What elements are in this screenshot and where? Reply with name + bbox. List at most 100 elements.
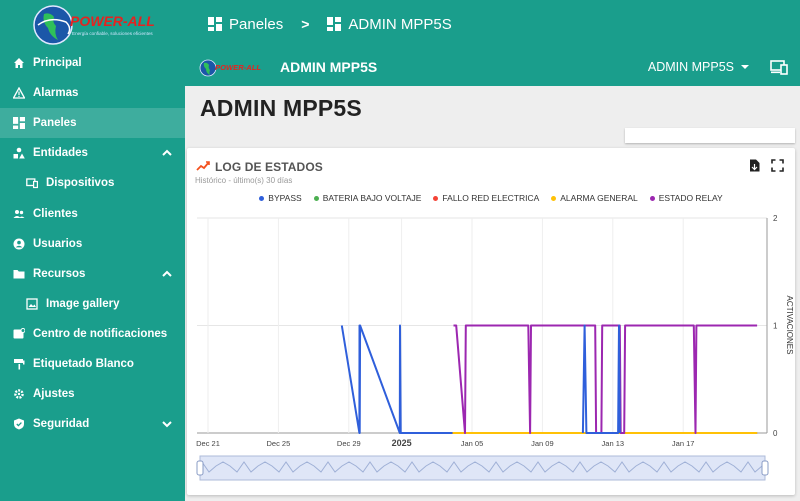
- page-title: ADMIN MPP5S: [200, 95, 362, 121]
- zoom-slider-track: [199, 455, 766, 481]
- widget-title: LOG DE ESTADOS: [215, 160, 323, 174]
- legend-dot: [649, 195, 655, 201]
- sidebar-item-recursos[interactable]: Recursos: [0, 259, 185, 289]
- sidebar-item-ajustes[interactable]: Ajustes: [0, 379, 185, 409]
- zoom-handle-right: [761, 460, 769, 476]
- breadcrumb-item-current: ADMIN MPP5S: [327, 15, 452, 33]
- dashboard-toolbar: POWER-ALL ADMIN MPP5S ADMIN MPP5S: [185, 48, 800, 86]
- x-tick-label: Jan 17: [672, 439, 695, 448]
- breadcrumb-label: Paneles: [229, 15, 284, 33]
- x-tick-label: Jan 05: [461, 439, 484, 448]
- chart-canvas: 0 1 2 ACTIVACIONES Dec 21 Dec 25 Dec 29 2025 Jan…: [196, 214, 794, 481]
- breadcrumb-item-paneles[interactable]: Paneles: [208, 16, 283, 33]
- dashboard-icon: [327, 17, 342, 31]
- sidebar-item-label: Paneles: [33, 117, 77, 130]
- dashboard-state-value: ADMIN MPP5S: [647, 60, 734, 74]
- series-line-bypass: [340, 324, 454, 434]
- caret-down-icon: [741, 65, 749, 69]
- dashboard-title: ADMIN MPP5S: [280, 59, 378, 75]
- devices-icon: [25, 177, 38, 190]
- home-icon: [12, 57, 25, 70]
- breadcrumb-label: ADMIN MPP5S: [348, 15, 452, 33]
- export-file-icon[interactable]: [748, 159, 761, 172]
- format-paint-icon: [12, 357, 25, 370]
- sidebar-item-seguridad[interactable]: Seguridad: [0, 409, 185, 439]
- entities-icon: [12, 147, 25, 160]
- sidebar-item-label: Image gallery: [46, 297, 120, 310]
- chart-legend: BYPASS BATERIA BAJO VOLTAJE FALLO RED ELEC…: [187, 193, 795, 203]
- breadcrumb: Paneles > ADMIN MPP5S: [208, 0, 452, 48]
- series-line-estado-relay: [453, 324, 758, 434]
- sidebar-item-label: Centro de notificaciones: [33, 327, 168, 340]
- sidebar-item-label: Alarmas: [33, 87, 79, 100]
- sidebar-item-label: Etiquetado Blanco: [33, 357, 134, 370]
- image-icon: [25, 297, 38, 310]
- x-tick-label: Dec 29: [337, 439, 361, 448]
- y-axis-label: ACTIVACIONES: [785, 296, 794, 355]
- sidebar-item-label: Clientes: [33, 207, 78, 220]
- customers-icon: [12, 207, 25, 220]
- sidebar-item-etiquetado-blanco[interactable]: Etiquetado Blanco: [0, 349, 185, 379]
- trending-up-icon: [196, 161, 210, 171]
- devices-icon[interactable]: [770, 59, 788, 75]
- sidebar-item-label: Seguridad: [33, 418, 90, 431]
- top-header: POWER-ALL Energía confiable, soluciones …: [0, 0, 800, 48]
- sidebar-item-label: Dispositivos: [46, 177, 115, 190]
- svg-text:Energía confiable, soluciones: Energía confiable, soluciones eficientes: [72, 31, 153, 36]
- warning-icon: [12, 87, 25, 100]
- zoom-slider-preview: [201, 461, 763, 473]
- sidebar-item-dispositivos[interactable]: Dispositivos: [0, 168, 185, 198]
- legend-label: FALLO RED ELECTRICA: [442, 193, 540, 203]
- legend-item[interactable]: ESTADO RELAY: [649, 193, 723, 203]
- svg-text:POWER-ALL: POWER-ALL: [215, 63, 261, 72]
- breadcrumb-separator: >: [301, 16, 310, 32]
- legend-item[interactable]: FALLO RED ELECTRICA: [433, 193, 539, 203]
- sidebar-item-centro-notificaciones[interactable]: Centro de notificaciones: [0, 319, 185, 349]
- chevron-down-icon[interactable]: [161, 418, 173, 430]
- widget-card-partial: [625, 128, 795, 143]
- shield-icon: [12, 418, 25, 431]
- sidebar-item-principal[interactable]: Principal: [0, 48, 185, 78]
- legend-label: BATERIA BAJO VOLTAJE: [322, 193, 422, 203]
- sidebar-item-image-gallery[interactable]: Image gallery: [0, 289, 185, 319]
- folder-icon: [12, 267, 25, 280]
- legend-item[interactable]: BATERIA BAJO VOLTAJE: [313, 193, 422, 203]
- power-all-logo: POWER-ALL: [199, 59, 261, 77]
- x-tick-label: Dec 21: [196, 439, 220, 448]
- legend-label: BYPASS: [268, 193, 302, 203]
- zoom-slider[interactable]: [196, 455, 769, 481]
- sidebar-item-label: Entidades: [33, 147, 88, 160]
- sidebar-item-clientes[interactable]: Clientes: [0, 198, 185, 228]
- dashboard-state-select[interactable]: ADMIN MPP5S: [648, 48, 750, 86]
- chevron-up-icon[interactable]: [161, 268, 173, 280]
- svg-text:POWER-ALL: POWER-ALL: [70, 13, 155, 29]
- notification-icon: [12, 327, 25, 340]
- legend-item[interactable]: BYPASS: [259, 193, 302, 203]
- sidebar-item-usuarios[interactable]: Usuarios: [0, 229, 185, 259]
- sidebar-item-label: Ajustes: [33, 388, 75, 401]
- x-tick-label: 2025: [392, 438, 412, 448]
- sidebar: Principal Alarmas Paneles Entidades Disp…: [0, 48, 185, 501]
- sidebar-item-label: Recursos: [33, 267, 86, 280]
- chevron-up-icon[interactable]: [161, 147, 173, 159]
- gear-icon: [12, 388, 25, 401]
- series-line-bypass-late: [581, 324, 621, 434]
- x-tick-label: Dec 25: [267, 439, 291, 448]
- legend-item[interactable]: ALARMA GENERAL: [551, 193, 638, 203]
- sidebar-item-entidades[interactable]: Entidades: [0, 138, 185, 168]
- legend-dot: [433, 195, 439, 201]
- y-tick-label: 0: [773, 429, 778, 438]
- legend-label: ESTADO RELAY: [658, 193, 723, 203]
- dashboard-icon: [208, 17, 222, 31]
- x-tick-label: Jan 13: [602, 439, 625, 448]
- x-tick-label: Jan 09: [531, 439, 554, 448]
- sidebar-item-paneles[interactable]: Paneles: [0, 108, 185, 139]
- dashboard-icon: [12, 117, 25, 130]
- sidebar-item-alarmas[interactable]: Alarmas: [0, 78, 185, 108]
- legend-dot: [313, 195, 319, 201]
- sidebar-item-label: Principal: [33, 57, 82, 70]
- fullscreen-icon[interactable]: [771, 159, 784, 172]
- widget-subtitle: Histórico - último(s) 30 días: [195, 176, 293, 185]
- zoom-handle-left: [196, 460, 204, 476]
- power-all-logo[interactable]: POWER-ALL Energía confiable, soluciones …: [32, 4, 160, 46]
